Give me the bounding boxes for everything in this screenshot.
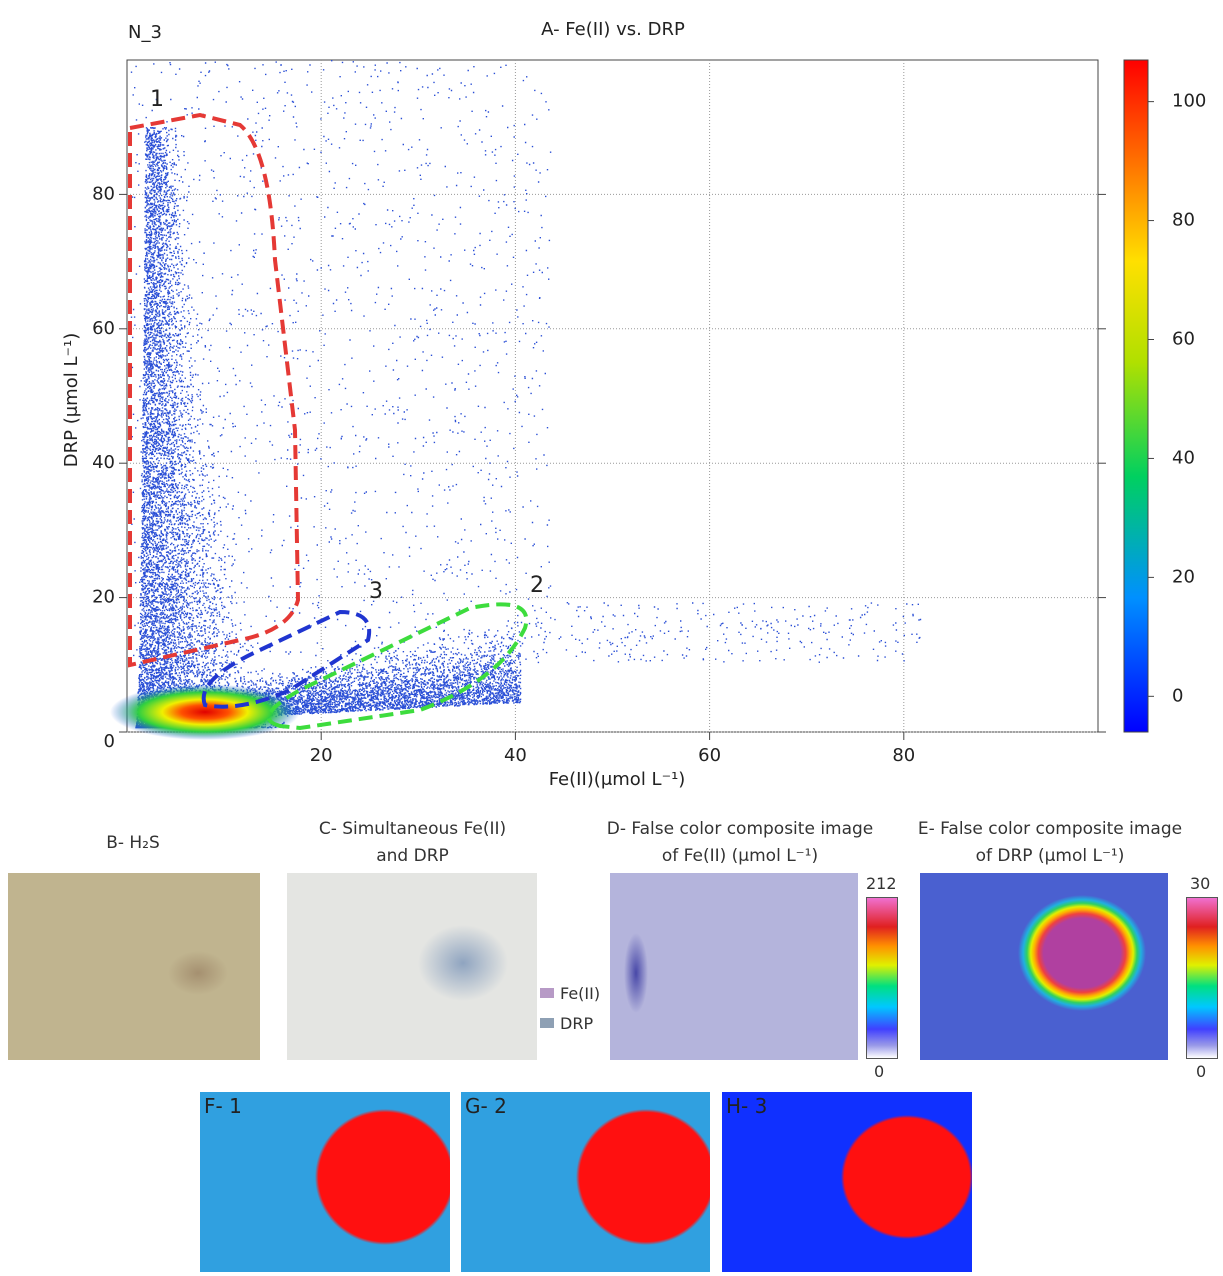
title-line: of Fe(II) (μmol L⁻¹)	[661, 846, 819, 866]
legend-label: Fe(II)	[560, 984, 601, 1003]
scale-max: 212	[866, 874, 897, 893]
panel-title: D- False color composite image of Fe(II) …	[590, 816, 890, 870]
region-2	[266, 602, 529, 731]
y-tick-label: 0	[104, 731, 115, 752]
x-tick-label: 20	[310, 745, 333, 766]
region-image: H- 3	[722, 1092, 972, 1272]
region-label: 2	[530, 573, 544, 598]
colorbar-tick-label: 20	[1172, 566, 1195, 587]
region-image: G- 2	[461, 1092, 710, 1272]
title-line: E- False color composite image	[917, 819, 1183, 839]
colorbar-tick-label: 60	[1172, 329, 1195, 350]
panel-title: G- 2	[465, 1094, 507, 1118]
scale-bar	[1186, 897, 1218, 1059]
chart-title: A- Fe(II) vs. DRP	[541, 19, 685, 40]
title-line: C- Simultaneous Fe(II)	[318, 819, 507, 839]
title-line: and DRP	[376, 846, 449, 866]
composite-image	[287, 873, 537, 1060]
y-axis-label: DRP (μmol L⁻¹)	[61, 333, 82, 467]
panel-title: B- H₂S	[106, 833, 160, 853]
region-label: 3	[369, 579, 383, 604]
colorbar-tick-label: 80	[1172, 210, 1195, 231]
region-image: F- 1	[200, 1092, 450, 1272]
scale-bar	[866, 897, 898, 1059]
x-axis-label: Fe(II)(μmol L⁻¹)	[549, 769, 686, 790]
scale-min: 0	[1196, 1062, 1207, 1081]
region-3	[201, 609, 372, 709]
region-label: 1	[150, 87, 164, 112]
colorbar-tick-label: 0	[1172, 685, 1183, 706]
panel-title: H- 3	[726, 1094, 768, 1118]
scale-min: 0	[874, 1062, 885, 1081]
fe-image	[610, 873, 858, 1060]
x-tick-label: 40	[504, 745, 527, 766]
panel-id: N_3	[128, 22, 162, 43]
legend-swatch	[540, 988, 554, 998]
panel-title: F- 1	[204, 1094, 242, 1118]
panel-title: C- Simultaneous Fe(II) and DRP	[280, 816, 545, 870]
density-hotspot	[110, 684, 300, 740]
drp-image	[920, 873, 1168, 1060]
title-line: of DRP (μmol L⁻¹)	[975, 846, 1125, 866]
panel-title: E- False color composite image of DRP (μm…	[900, 816, 1200, 870]
y-tick-label: 20	[92, 587, 115, 608]
y-tick-label: 40	[92, 452, 115, 473]
region-1	[128, 112, 301, 668]
x-tick-label: 80	[892, 745, 915, 766]
scale-max: 30	[1190, 874, 1211, 893]
title-line: D- False color composite image	[606, 819, 874, 839]
y-tick-label: 80	[92, 183, 115, 204]
chart: A- Fe(II) vs. DRP N_3 Fe(II)(μmol L⁻¹) D…	[61, 19, 1206, 790]
x-tick-label: 60	[698, 745, 721, 766]
legend-label: DRP	[560, 1014, 594, 1033]
colorbar-tick-label: 40	[1172, 447, 1195, 468]
plot-frame	[126, 59, 1099, 733]
colorbar	[1123, 59, 1149, 733]
legend-swatch	[540, 1018, 554, 1028]
y-tick-label: 60	[92, 318, 115, 339]
colorbar-tick-label: 100	[1172, 91, 1206, 112]
h2s-image	[8, 873, 260, 1060]
